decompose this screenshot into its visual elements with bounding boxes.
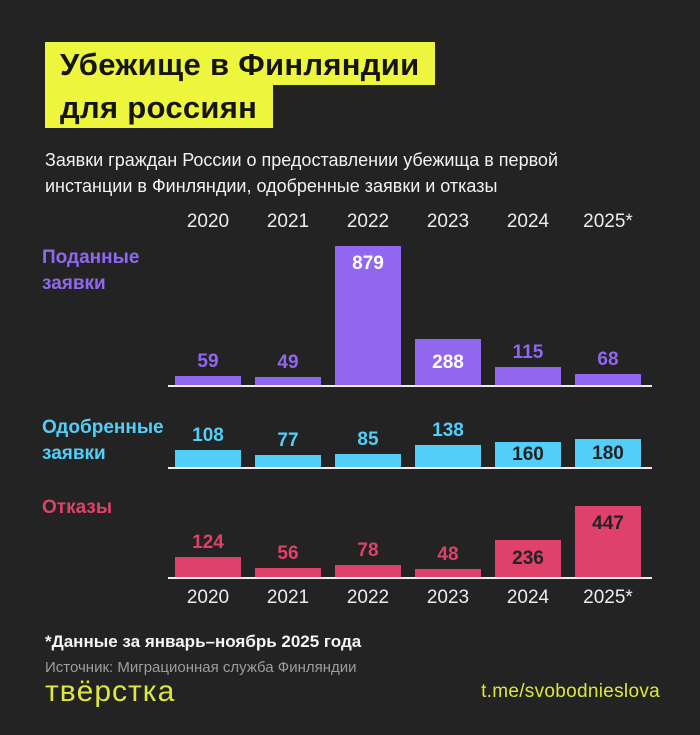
- bar-value-label: 879: [352, 253, 384, 274]
- year-label: 2025*: [583, 211, 633, 232]
- bar: [255, 455, 321, 467]
- telegram-link: t.me/svobodnieslova: [481, 681, 660, 702]
- bar-value-label: 56: [277, 543, 299, 564]
- bars-row-rejected: 124 56 78 48 236 447: [168, 493, 652, 579]
- bar: [175, 450, 241, 467]
- year-label: 2023: [426, 211, 470, 232]
- bar: 236: [495, 540, 561, 577]
- bar-chart: Поданные заявки 59 49 879 288 115 68 Одобренн…: [0, 243, 700, 579]
- bar-cell: 85: [328, 430, 408, 467]
- chart-subtitle-line-2: инстанции в Финляндии, одобренные заявки…: [45, 176, 498, 196]
- bar-cell: 124: [168, 533, 248, 577]
- bar-cell: 236: [488, 540, 568, 577]
- bar-value-label: 160: [512, 444, 544, 465]
- bar-value-label: 236: [512, 548, 544, 569]
- bars-row-approved: 108 77 85 138 160 180: [168, 413, 652, 469]
- bar-cell: 160: [488, 442, 568, 467]
- bar: [255, 568, 321, 577]
- bar: 180: [575, 439, 641, 467]
- bar-value-label: 115: [512, 342, 544, 363]
- bar-cell: 879: [328, 246, 408, 385]
- bar-cell: 108: [168, 426, 248, 467]
- year-label: 2025*: [583, 587, 633, 608]
- bar-value-label: 124: [192, 532, 224, 553]
- year-label: 2022: [346, 211, 390, 232]
- bar: [335, 565, 401, 577]
- bar-value-label: 288: [432, 351, 464, 373]
- section-label-approved: Одобренные заявки: [42, 417, 164, 464]
- bar-value-label: 49: [277, 352, 299, 373]
- bars-row-submitted: 59 49 879 288 115 68: [168, 243, 652, 387]
- page-title-line-1: Убежище в Финляндии: [45, 42, 436, 85]
- year-label: 2021: [266, 211, 310, 232]
- bar-cell: 49: [248, 353, 328, 385]
- bar: [415, 569, 481, 577]
- bar-cell: 138: [408, 421, 488, 467]
- year-label: 2024: [506, 211, 550, 232]
- bar-value-label: 77: [277, 430, 299, 451]
- footnote-note: *Данные за январь–ноябрь 2025 года: [45, 632, 362, 651]
- year-label: 2024: [506, 587, 550, 608]
- title-block: Убежище в Финляндии для россиян: [0, 0, 700, 128]
- section-label-submitted: Поданные заявки: [42, 247, 140, 294]
- bar-cell: 180: [568, 439, 648, 467]
- bar-cell: 78: [328, 541, 408, 577]
- year-label: 2022: [346, 587, 390, 608]
- bar-cell: 59: [168, 352, 248, 385]
- verstka-logo: твёрстка: [45, 675, 176, 708]
- bar: [175, 376, 241, 385]
- bar: [495, 367, 561, 385]
- bar-cell: 288: [408, 339, 488, 385]
- bar: [255, 377, 321, 385]
- section-submitted-applications: Поданные заявки 59 49 879 288 115 68: [0, 243, 700, 387]
- footer: твёрстка t.me/svobodnieslova: [45, 675, 660, 709]
- year-label: 2020: [186, 211, 230, 232]
- bar: 447: [575, 506, 641, 577]
- bar-value-label: 68: [597, 349, 619, 370]
- footnote-source: Источник: Миграционная служба Финляндии: [45, 659, 357, 677]
- year-header-row: 2020 2021 2022 2023 2024 2025*: [168, 209, 652, 235]
- chart-subtitle: Заявки граждан России о предоставлении у…: [45, 147, 700, 199]
- bar-cell: 115: [488, 343, 568, 385]
- chart-subtitle-line-1: Заявки граждан России о предоставлении у…: [45, 150, 558, 170]
- section-label-rejected: Отказы: [42, 497, 113, 518]
- bar-cell: 56: [248, 544, 328, 577]
- footnote: *Данные за январь–ноябрь 2025 года Источ…: [45, 631, 700, 676]
- year-label: 2023: [426, 587, 470, 608]
- bar-value-label: 78: [357, 540, 379, 561]
- bar: 288: [415, 339, 481, 385]
- section-rejections: Отказы 124 56 78 48 236 447: [0, 493, 700, 579]
- bar-value-label: 59: [197, 351, 219, 372]
- bar-cell: 68: [568, 350, 648, 385]
- bar-value-label: 447: [592, 513, 624, 534]
- bar: 879: [335, 246, 401, 385]
- year-label: 2021: [266, 587, 310, 608]
- bar: [335, 454, 401, 467]
- section-approved-applications: Одобренные заявки 108 77 85 138 160 180: [0, 413, 700, 469]
- bar-value-label: 85: [357, 429, 379, 450]
- bar: [415, 445, 481, 467]
- bar-value-label: 48: [437, 544, 459, 565]
- year-footer-row: 2020 2021 2022 2023 2024 2025*: [168, 585, 652, 611]
- page-title-line-2: для россиян: [45, 85, 274, 128]
- bar-value-label: 138: [432, 420, 464, 441]
- bar: 160: [495, 442, 561, 467]
- bar-value-label: 180: [592, 442, 624, 464]
- bar-cell: 48: [408, 545, 488, 577]
- bar-cell: 447: [568, 506, 648, 577]
- year-label: 2020: [186, 587, 230, 608]
- bar: [175, 557, 241, 577]
- bar-cell: 77: [248, 431, 328, 467]
- bar-value-label: 108: [192, 425, 224, 446]
- bar: [575, 374, 641, 385]
